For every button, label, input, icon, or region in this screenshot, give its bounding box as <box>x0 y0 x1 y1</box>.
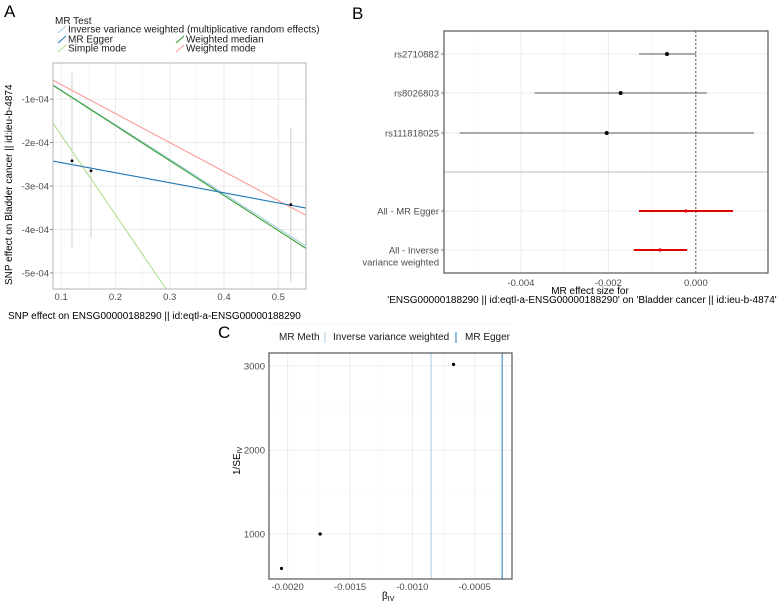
y-tick-label: 1000 <box>244 529 265 540</box>
panel-a-xlabel: SNP effect on ENSG00000188290 || id:eqtl… <box>8 311 301 322</box>
x-tick-label: 0.3 <box>163 292 176 303</box>
snp-estimate <box>604 131 609 135</box>
y-tick-label: -5e-04 <box>22 268 49 279</box>
snp-point <box>70 159 74 163</box>
plot-border <box>52 62 307 290</box>
regression-line-egger <box>53 160 306 209</box>
summary-estimate <box>658 248 662 252</box>
panel-c-legend: MR Meth Inverse variance weighted MR Egg… <box>279 332 511 343</box>
snp-estimate <box>664 52 669 56</box>
x-tick-label: 0.4 <box>217 292 230 303</box>
y-tick-label: 3000 <box>244 362 265 373</box>
x-tick-label: 0.2 <box>109 292 122 303</box>
regression-line-ivw <box>53 84 306 247</box>
legend-label-simple-mode: Simple mode <box>68 44 127 55</box>
row-label: All - MR Egger <box>377 207 439 218</box>
panel-a-ylabel: SNP effect on Bladder cancer || id:ieu-b… <box>4 84 15 285</box>
legend-key-weighted-mode <box>175 44 185 53</box>
row-label: rs111818025 <box>385 129 439 140</box>
plot-marks <box>53 72 306 289</box>
snp-point <box>318 532 322 536</box>
y-tick-label: -2e-04 <box>22 138 49 149</box>
x-tick-label: -0.004 <box>507 278 534 289</box>
y-tick-label: -3e-04 <box>22 181 49 192</box>
y-tick-label: 2000 <box>244 446 265 457</box>
plot-background <box>269 353 512 579</box>
plot-border <box>443 30 769 274</box>
legend-label-ivw: Inverse variance weighted <box>333 332 449 343</box>
row-label: variance weighted <box>362 258 439 269</box>
regression-line-weighted-mode <box>53 79 306 216</box>
x-tick-label: -0.002 <box>595 278 622 289</box>
x-tick-label: -0.0005 <box>459 582 491 593</box>
x-tick-label: -0.0010 <box>396 582 428 593</box>
y-tick-label: -1e-04 <box>22 95 49 106</box>
snp-point <box>279 566 284 571</box>
panel-c-ylabel: 1/SEIV <box>232 446 244 475</box>
row-label: All - Inverse <box>389 246 439 257</box>
legend-title: MR Meth <box>279 332 320 343</box>
y-tick-label: -4e-04 <box>22 225 49 236</box>
panel-label-c: C <box>218 323 230 342</box>
legend-label-ivw: Inverse variance weighted (multiplicativ… <box>68 25 320 36</box>
regression-line-weighted-median <box>53 84 306 249</box>
panel-b-forest: -0.004 -0.002 0.000 rs2710882 rs8026803 rs111… <box>362 30 769 289</box>
panel-b-xlabel-1: MR effect size for <box>551 286 629 297</box>
snp-estimate <box>618 91 623 95</box>
summary-estimate <box>684 209 688 213</box>
panel-label-a: A <box>4 2 16 21</box>
plot-border <box>268 352 513 580</box>
snp-point <box>451 362 456 366</box>
panel-a-scatter: 0.1 0.2 0.3 0.4 0.5 -1e-04 -2e-04 -3e-04 -4e-04 -… <box>22 62 307 303</box>
legend-key-egger <box>57 35 67 44</box>
x-tick-label: 0.1 <box>55 292 68 303</box>
legend-key-ivw <box>57 25 67 34</box>
panel-label-b: B <box>352 4 363 23</box>
panel-b-xlabel-2: 'ENSG00000188290 || id:eqtl-a-ENSG000001… <box>387 295 776 306</box>
panel-c-funnel: -0.0020 -0.0015 -0.0010 -0.0005 1000 2000 3000 <box>244 323 513 593</box>
x-tick-label: -0.0020 <box>272 582 304 593</box>
panel-c-xlabel: βIV <box>382 591 395 603</box>
x-tick-label: 0.5 <box>272 292 285 303</box>
plot-background <box>53 63 306 289</box>
legend-label-egger: MR Egger <box>465 332 511 343</box>
legend-title: MR Test <box>55 16 92 27</box>
legend-key-weighted-median <box>175 35 185 44</box>
row-label: rs8026803 <box>394 89 439 100</box>
legend-key-simple-mode <box>57 44 67 53</box>
plot-background <box>444 31 768 273</box>
regression-line-simple-mode <box>53 122 167 289</box>
panel-a-legend: MR Test Inverse variance weighted (multi… <box>55 16 320 55</box>
row-label: rs2710882 <box>394 50 439 61</box>
x-tick-label: -0.0015 <box>334 582 366 593</box>
x-tick-label: 0.000 <box>684 278 708 289</box>
legend-label-weighted-median: Weighted median <box>186 35 264 46</box>
legend-label-weighted-mode: Weighted mode <box>186 44 256 55</box>
snp-point <box>289 203 293 207</box>
legend-label-egger: MR Egger <box>68 35 114 46</box>
snp-point <box>89 169 93 173</box>
